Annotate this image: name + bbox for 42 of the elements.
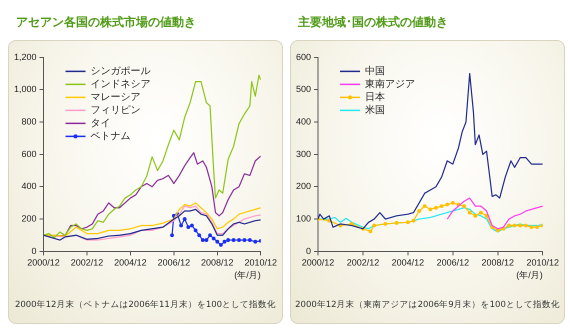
y-tick-label: 600 (21, 148, 37, 159)
legend-label: 中国 (365, 64, 386, 77)
x-tick-label: 2006/12 (436, 257, 470, 268)
x-tick-label: 2004/12 (114, 257, 147, 268)
x-tick-label: 2004/12 (392, 257, 424, 268)
x-tick-label: 2010/12 (244, 257, 278, 268)
y-tick-label: 200 (296, 181, 312, 192)
y-tick-label: 400 (21, 181, 37, 192)
y-tick-label: 500 (296, 84, 312, 94)
legend-label: 東南アジア (365, 78, 416, 90)
legend-label: 日本 (365, 90, 386, 103)
y-tick-label: 600 (296, 52, 312, 62)
x-tick-label: 2006/12 (158, 257, 190, 268)
x-tick-label: 2000/12 (27, 257, 60, 268)
legend-label: インドネシア (90, 78, 151, 90)
y-tick-label: 300 (296, 148, 312, 159)
legend-label: シンガポール (90, 66, 151, 77)
chart-title: 主要地域･国の株式の値動き (298, 14, 448, 31)
y-tick-label: 200 (21, 214, 37, 224)
y-tick-label: 100 (296, 214, 312, 224)
legend-label: 米国 (365, 104, 386, 116)
x-tick-label: 2008/12 (201, 257, 234, 268)
text: 2000年12月末（ベトナムは2006年11月末）を100として指数化 (14, 299, 278, 311)
x-tick-label: 2002/12 (346, 257, 380, 268)
x-tick-label: 2000/12 (302, 257, 334, 268)
x-axis-title: (年/月) (234, 270, 261, 280)
legend-label: マレーシア (90, 92, 141, 103)
x-tick-label: 2010/12 (526, 257, 560, 268)
y-tick-label: 0 (306, 246, 312, 256)
text: 2000年12月末（東南アジアは2006年9月末）を100として指数化 (294, 299, 561, 311)
y-tick-label: 1,200 (14, 52, 37, 62)
legend-label: フィリピン (90, 104, 141, 116)
y-tick-label: 1,000 (14, 84, 37, 94)
y-tick-label: 800 (21, 116, 37, 127)
x-tick-label: 2002/12 (70, 257, 104, 268)
x-axis-title: (年/月) (516, 270, 543, 280)
chart-title: アセアン各国の株式市場の値動き (16, 14, 196, 31)
y-tick-label: 400 (296, 116, 312, 127)
y-tick-label: 0 (32, 246, 37, 256)
legend-label: タイ (90, 118, 111, 129)
legend-label: ベトナム (90, 130, 131, 142)
x-tick-label: 2008/12 (482, 257, 514, 268)
